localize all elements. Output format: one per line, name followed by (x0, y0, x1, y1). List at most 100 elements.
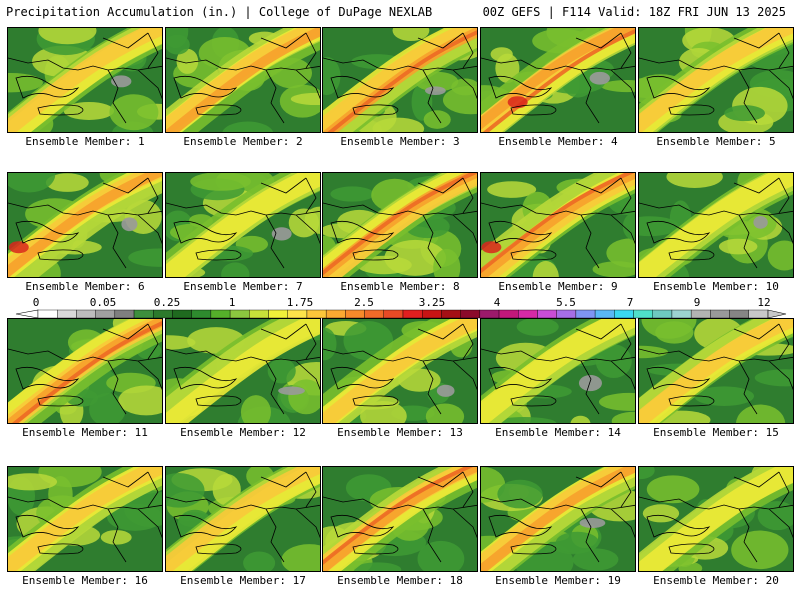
panel-label: Ensemble Member: 14 (495, 426, 621, 439)
colorbar-swatch (287, 309, 308, 319)
precip-map (8, 467, 162, 571)
panel-label: Ensemble Member: 7 (183, 280, 303, 293)
colorbar-swatch (575, 309, 596, 319)
panel-label: Ensemble Member: 5 (656, 135, 776, 148)
colorbar-swatch (95, 309, 116, 319)
precip-map (323, 467, 477, 571)
map-panel (165, 172, 321, 278)
colorbar-tick-label: 0 (32, 296, 40, 309)
colorbar-swatch (460, 309, 481, 319)
colorbar-swatch (479, 309, 500, 319)
colorbar-swatch (133, 309, 154, 319)
boundary-outline (323, 323, 477, 415)
boundary-outline (639, 177, 793, 269)
map-panel (638, 318, 794, 424)
colorbar-swatch (690, 309, 711, 319)
map-panel (322, 466, 478, 572)
colorbar-swatch (614, 309, 634, 319)
colorbar-swatch (748, 309, 769, 319)
colorbar-swatch (556, 309, 577, 319)
panel-label: Ensemble Member: 18 (337, 574, 463, 587)
panel-label: Ensemble Member: 15 (653, 426, 779, 439)
map-panel (7, 318, 163, 424)
boundary-outline (166, 471, 320, 563)
colorbar-swatch (422, 309, 442, 319)
panel-label: Ensemble Member: 20 (653, 574, 779, 587)
panel-label: Ensemble Member: 1 (25, 135, 145, 148)
colorbar-swatch (671, 309, 692, 319)
precip-map (481, 173, 635, 277)
colorbar-swatch (210, 309, 231, 319)
colorbar-tick-label: 12 (757, 296, 771, 309)
panel-label: Ensemble Member: 10 (653, 280, 779, 293)
boundary-outline (639, 32, 793, 124)
colorbar-tick-label: 0.25 (153, 296, 181, 309)
colorbar-swatch (402, 309, 423, 319)
precip-map (323, 173, 477, 277)
run-info: 00Z GEFS | F114 Valid: 18Z FRI JUN 13 20… (482, 5, 786, 19)
map-panel (480, 466, 636, 572)
precip-map (481, 319, 635, 423)
boundary-outline (481, 323, 635, 415)
panel-label: Ensemble Member: 11 (22, 426, 148, 439)
colorbar-tick-label: 9 (693, 296, 701, 309)
precip-map (323, 28, 477, 132)
map-panel (322, 172, 478, 278)
precip-map (639, 28, 793, 132)
colorbar-tick-label: 4 (493, 296, 501, 309)
colorbar-swatch (249, 309, 269, 319)
map-panel (638, 466, 794, 572)
panel-label: Ensemble Member: 16 (22, 574, 148, 587)
map-panel (165, 318, 321, 424)
precip-map (481, 467, 635, 571)
colorbar-swatch (652, 309, 673, 319)
boundary-outline (8, 177, 162, 269)
precip-map (323, 319, 477, 423)
colorbar-swatch (114, 309, 135, 319)
boundary-outline (166, 32, 320, 124)
precip-map (166, 173, 320, 277)
precip-map (166, 28, 320, 132)
map-panel (7, 172, 163, 278)
header: Precipitation Accumulation (in.) | Colle… (0, 0, 800, 24)
map-panel (322, 27, 478, 133)
panel-label: Ensemble Member: 12 (180, 426, 306, 439)
boundary-outline (639, 323, 793, 415)
panel-label: Ensemble Member: 13 (337, 426, 463, 439)
precip-map (639, 173, 793, 277)
boundary-outline (166, 323, 320, 415)
map-panel (7, 466, 163, 572)
precip-map (166, 467, 320, 571)
boundary-outline (481, 32, 635, 124)
boundary-outline (8, 323, 162, 415)
page-title: Precipitation Accumulation (in.) | Colle… (6, 5, 433, 19)
boundary-outline (323, 177, 477, 269)
colorbar-right-arrow (767, 309, 787, 319)
panel-label: Ensemble Member: 3 (340, 135, 460, 148)
boundary-outline (323, 32, 477, 124)
colorbar-tick-label: 5.5 (556, 296, 576, 309)
colorbar-tick-label: 7 (626, 296, 634, 309)
map-panel (480, 318, 636, 424)
colorbar-bar (15, 309, 787, 319)
map-panel (7, 27, 163, 133)
colorbar-swatch (364, 309, 384, 319)
colorbar-swatch (518, 309, 538, 319)
precip-map (639, 319, 793, 423)
colorbar-left-arrow (15, 309, 39, 319)
colorbar-swatch (710, 309, 730, 319)
colorbar-swatch (383, 309, 404, 319)
colorbar: 0 0.05 0.25 1 1.75 2.5 3.25 4 5.5 7 9 12 (0, 296, 800, 322)
precip-map (8, 173, 162, 277)
boundary-outline (8, 471, 162, 563)
boundary-outline (481, 177, 635, 269)
map-panel (638, 27, 794, 133)
panel-label: Ensemble Member: 19 (495, 574, 621, 587)
panel-label: Ensemble Member: 2 (183, 135, 303, 148)
colorbar-swatch (306, 309, 327, 319)
panel-label: Ensemble Member: 9 (498, 280, 618, 293)
colorbar-swatch (325, 309, 346, 319)
map-panel (480, 172, 636, 278)
colorbar-swatch (345, 309, 365, 319)
precip-map (639, 467, 793, 571)
